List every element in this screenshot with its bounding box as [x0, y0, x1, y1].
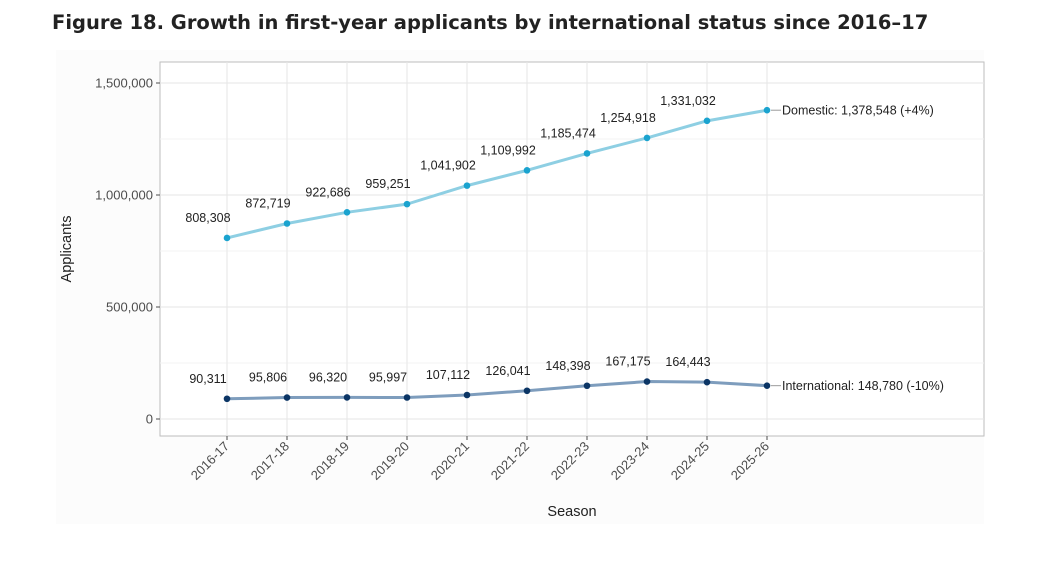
data-label-domestic: 1,185,474 [540, 126, 596, 140]
data-point-domestic [223, 234, 231, 242]
series-line-international [225, 380, 769, 401]
y-tick-label: 500,000 [106, 300, 153, 315]
data-point-international [703, 378, 711, 386]
y-axis-title: Applicants [59, 216, 75, 283]
data-label-domestic: 959,251 [365, 177, 410, 191]
grid-lines [160, 62, 984, 436]
data-label-international: 95,806 [249, 371, 287, 385]
data-point-domestic [283, 220, 291, 227]
data-label-domestic: 922,686 [305, 185, 350, 199]
y-tick-label: 1,500,000 [95, 76, 153, 91]
data-point-international [223, 395, 231, 403]
data-label-domestic: 1,254,918 [600, 111, 656, 125]
end-labels: Domestic: 1,378,548 (+4%) International: … [771, 104, 944, 393]
data-label-domestic: 808,308 [185, 211, 230, 225]
data-label-international: 107,112 [426, 368, 470, 382]
data-point-international [463, 391, 471, 399]
y-tick-label: 1,000,000 [95, 188, 153, 203]
data-point-domestic [643, 134, 651, 142]
data-point-international [403, 394, 411, 401]
data-label-international: 95,997 [369, 370, 407, 384]
y-tick-label: 0 [146, 412, 153, 427]
data-label-international: 164,443 [665, 355, 710, 369]
data-label-domestic: 1,109,992 [480, 143, 536, 157]
data-label-international: 126,041 [485, 364, 530, 378]
series-lines [225, 108, 769, 401]
data-label-domestic: 1,041,902 [420, 159, 476, 173]
data-labels: 808,308 872,719 922,686 959,251 1,041,902 1,1… [185, 94, 715, 386]
end-label-international: International: 148,780 (-10%) [782, 379, 944, 393]
data-label-international: 148,398 [545, 359, 590, 373]
series-line-domestic [225, 108, 769, 240]
data-point-international [643, 378, 651, 385]
data-point-domestic [703, 117, 711, 125]
figure-title: Figure 18. Growth in first-year applican… [52, 11, 929, 34]
data-label-international: 96,320 [309, 370, 347, 384]
data-point-international [283, 394, 291, 401]
data-point-international [583, 382, 591, 390]
data-point-domestic [343, 209, 351, 216]
data-point-domestic [763, 106, 771, 114]
data-point-domestic [403, 200, 411, 208]
data-point-international [763, 382, 771, 389]
y-axis: 0 500,000 1,000,000 1,500,000 [95, 76, 160, 427]
data-point-international [343, 394, 351, 401]
data-label-domestic: 872,719 [245, 197, 290, 211]
data-label-international: 90,311 [189, 372, 226, 386]
data-label-domestic: 1,331,032 [660, 94, 716, 108]
data-point-international [523, 387, 531, 395]
data-label-international: 167,175 [605, 355, 650, 369]
series-points [223, 106, 771, 403]
data-point-domestic [463, 182, 471, 189]
plot-panel [159, 61, 985, 437]
x-axis-title: Season [547, 504, 596, 520]
data-point-domestic [583, 150, 591, 157]
end-label-domestic: Domestic: 1,378,548 (+4%) [782, 104, 934, 118]
data-point-domestic [523, 167, 531, 174]
